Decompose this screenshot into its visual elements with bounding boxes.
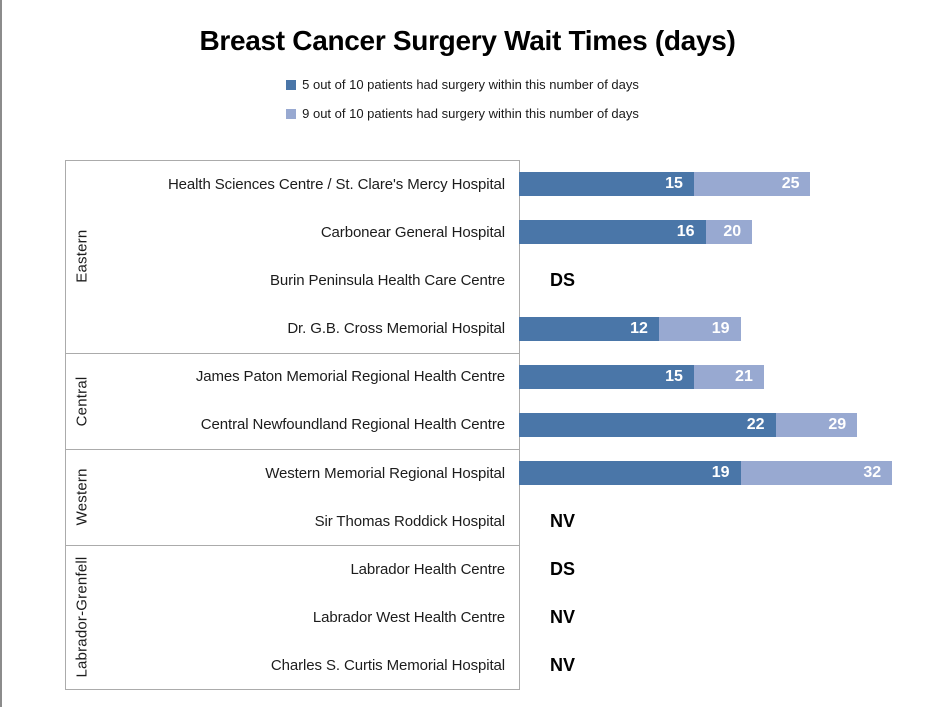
hospital-name-label: Central Newfoundland Regional Health Cen… bbox=[200, 416, 505, 434]
group-separator-line bbox=[65, 449, 519, 451]
group-separator-line bbox=[65, 352, 519, 354]
bar-track: 19 32 bbox=[519, 449, 923, 497]
bar-median-segment: 16 bbox=[519, 220, 706, 245]
table-row: Carbonear General Hospital 16 20 bbox=[65, 208, 923, 256]
bar-track: 22 29 bbox=[519, 401, 923, 449]
hospital-name-label: Western Memorial Regional Hospital bbox=[265, 464, 505, 482]
table-row: Burin Peninsula Health Care Centre DS bbox=[65, 256, 923, 304]
hospital-name-label: Health Sciences Centre / St. Clare's Mer… bbox=[167, 175, 505, 193]
bar-p90-segment: 19 bbox=[658, 316, 741, 341]
bar-median-segment: 15 bbox=[519, 172, 694, 197]
bar-p90-segment: 32 bbox=[740, 461, 893, 486]
table-row: Labrador West Health Centre NV bbox=[65, 594, 923, 642]
chart-title: Breast Cancer Surgery Wait Times (days) bbox=[199, 25, 736, 56]
bar-track: 15 25 bbox=[519, 160, 923, 208]
no-data-note: NV bbox=[550, 607, 576, 628]
bar-track: DS bbox=[519, 545, 923, 593]
legend-item-median: 5 out of 10 patients had surgery within … bbox=[286, 77, 639, 92]
category-label-box bbox=[65, 160, 519, 690]
table-row: Central Newfoundland Regional Health Cen… bbox=[65, 401, 923, 449]
bar-track: 16 20 bbox=[519, 208, 923, 256]
bar-p90-segment: 25 bbox=[693, 172, 811, 197]
bar-median-segment: 19 bbox=[519, 461, 741, 486]
bar-track: NV bbox=[519, 642, 923, 690]
no-data-note: NV bbox=[550, 655, 576, 676]
hospital-name-label: Dr. G.B. Cross Memorial Hospital bbox=[287, 320, 505, 338]
hospital-name-label: Labrador West Health Centre bbox=[312, 609, 505, 627]
table-row: Health Sciences Centre / St. Clare's Mer… bbox=[65, 160, 923, 208]
table-row: Dr. G.B. Cross Memorial Hospital 12 19 bbox=[65, 305, 923, 353]
table-row: Charles S. Curtis Memorial Hospital NV bbox=[65, 642, 923, 690]
legend-label-median: 5 out of 10 patients had surgery within … bbox=[302, 77, 639, 92]
bar-track: 12 19 bbox=[519, 305, 923, 353]
bar-median-segment: 22 bbox=[519, 412, 776, 437]
wait-times-chart: Eastern Central Western Labrador-Grenfell H… bbox=[65, 160, 923, 690]
group-separator-line bbox=[65, 545, 519, 547]
legend: 5 out of 10 patients had surgery within … bbox=[0, 77, 925, 121]
hospital-name-label: Labrador Health Centre bbox=[350, 560, 505, 578]
hospital-name-label: Sir Thomas Roddick Hospital bbox=[314, 512, 506, 530]
bar-median-segment: 12 bbox=[519, 316, 659, 341]
bar-p90-segment: 21 bbox=[693, 364, 764, 389]
bar-track: NV bbox=[519, 594, 923, 642]
legend-swatch-median-icon bbox=[286, 79, 297, 90]
table-row: Labrador Health Centre DS bbox=[65, 545, 923, 593]
window-left-edge bbox=[0, 0, 2, 707]
legend-swatch-p90-icon bbox=[286, 108, 297, 119]
table-row: Sir Thomas Roddick Hospital NV bbox=[65, 497, 923, 545]
bar-median-segment: 15 bbox=[519, 364, 694, 389]
hospital-name-label: Burin Peninsula Health Care Centre bbox=[269, 271, 505, 289]
no-data-note: NV bbox=[550, 510, 576, 531]
legend-item-p90: 9 out of 10 patients had surgery within … bbox=[286, 106, 639, 121]
no-data-note: DS bbox=[550, 269, 576, 290]
table-row: James Paton Memorial Regional Health Cen… bbox=[65, 353, 923, 401]
legend-label-p90: 9 out of 10 patients had surgery within … bbox=[302, 106, 639, 121]
hospital-name-label: James Paton Memorial Regional Health Cen… bbox=[195, 368, 505, 386]
table-row: Western Memorial Regional Hospital 19 32 bbox=[65, 449, 923, 497]
bar-track: DS bbox=[519, 256, 923, 304]
bar-track: 15 21 bbox=[519, 353, 923, 401]
bar-track: NV bbox=[519, 497, 923, 545]
bar-p90-segment: 29 bbox=[775, 412, 858, 437]
bar-p90-segment: 20 bbox=[705, 220, 753, 245]
no-data-note: DS bbox=[550, 558, 576, 579]
chart-rows: Health Sciences Centre / St. Clare's Mer… bbox=[65, 160, 923, 690]
hospital-name-label: Charles S. Curtis Memorial Hospital bbox=[270, 657, 505, 675]
hospital-name-label: Carbonear General Hospital bbox=[320, 223, 505, 241]
